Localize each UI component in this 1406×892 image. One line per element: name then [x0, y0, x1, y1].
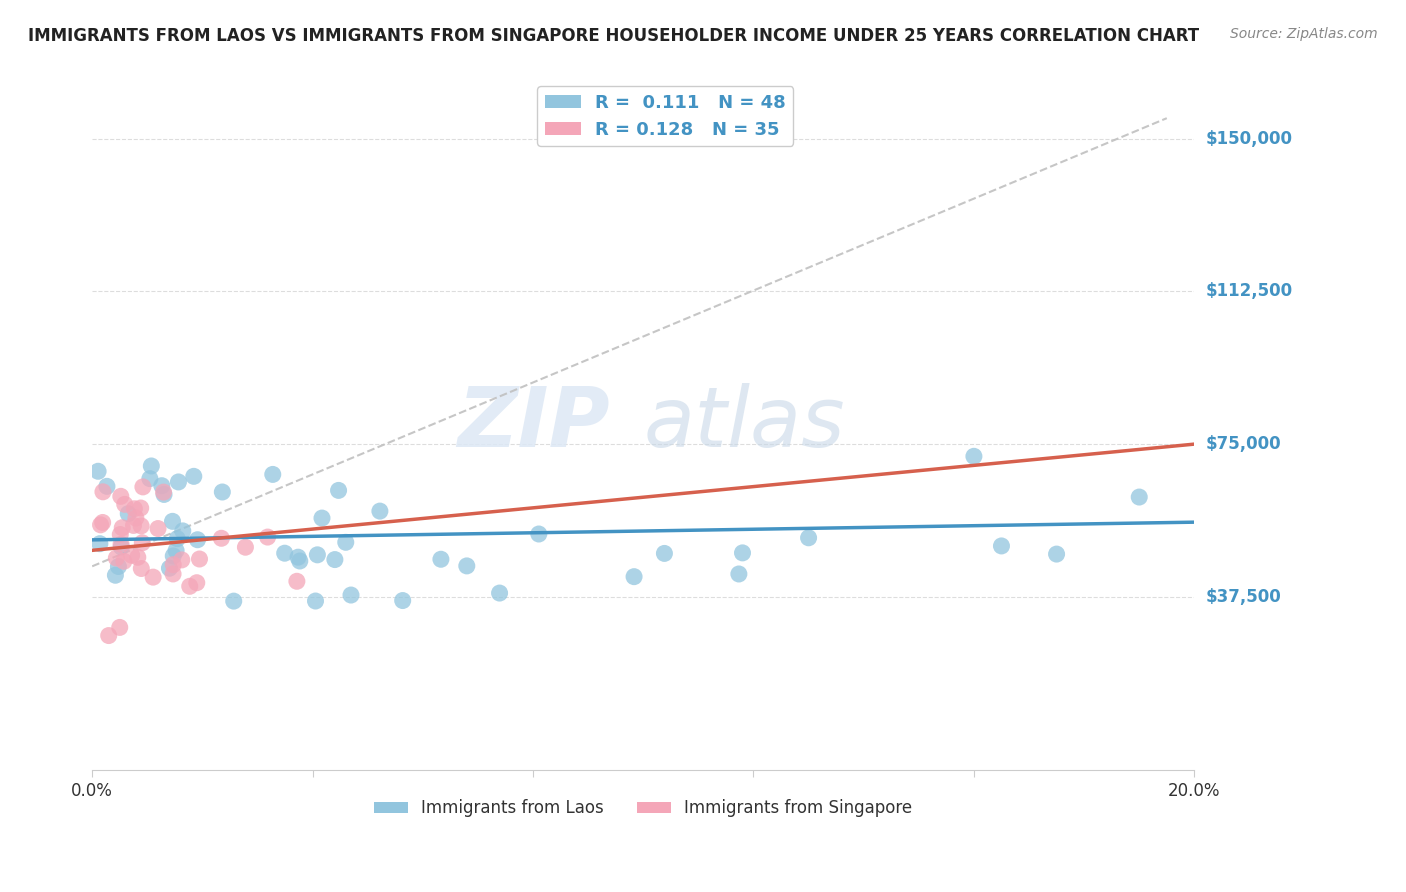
- Point: [110, 489, 132, 503]
- Point: [222, 594, 245, 608]
- Point: [391, 593, 413, 607]
- Point: [132, 480, 155, 494]
- Point: [728, 566, 751, 581]
- Point: [456, 558, 478, 573]
- Point: [654, 546, 676, 560]
- Legend: Immigrants from Laos, Immigrants from Singapore: Immigrants from Laos, Immigrants from Si…: [368, 793, 918, 824]
- Point: [162, 514, 184, 528]
- Point: [488, 586, 510, 600]
- Point: [167, 475, 190, 489]
- Point: [288, 554, 311, 568]
- Point: [209, 531, 232, 545]
- Point: [731, 546, 754, 560]
- Point: [129, 519, 152, 533]
- Point: [127, 550, 149, 565]
- Point: [527, 527, 550, 541]
- Point: [990, 539, 1012, 553]
- Point: [335, 535, 357, 549]
- Text: $37,500: $37,500: [1205, 588, 1281, 606]
- Point: [146, 522, 169, 536]
- Point: [97, 629, 120, 643]
- Point: [307, 548, 329, 562]
- Point: [262, 467, 284, 482]
- Point: [170, 553, 193, 567]
- Point: [797, 531, 820, 545]
- Point: [186, 533, 208, 547]
- Point: [117, 507, 139, 521]
- Point: [162, 558, 184, 572]
- Point: [256, 530, 278, 544]
- Point: [108, 620, 131, 634]
- Point: [87, 464, 110, 478]
- Point: [110, 540, 132, 554]
- Point: [188, 552, 211, 566]
- Point: [153, 487, 176, 501]
- Point: [131, 536, 153, 550]
- Point: [141, 458, 163, 473]
- Point: [162, 566, 184, 581]
- Point: [273, 546, 295, 560]
- Point: [179, 579, 201, 593]
- Point: [122, 518, 145, 533]
- Point: [96, 479, 118, 493]
- Point: [111, 521, 134, 535]
- Point: [142, 570, 165, 584]
- Point: [1128, 490, 1150, 504]
- Point: [368, 504, 391, 518]
- Point: [304, 594, 326, 608]
- Text: IMMIGRANTS FROM LAOS VS IMMIGRANTS FROM SINGAPORE HOUSEHOLDER INCOME UNDER 25 YE: IMMIGRANTS FROM LAOS VS IMMIGRANTS FROM …: [28, 27, 1199, 45]
- Point: [112, 554, 135, 568]
- Point: [150, 479, 173, 493]
- Point: [139, 472, 162, 486]
- Point: [623, 569, 645, 583]
- Point: [186, 575, 208, 590]
- Point: [152, 485, 174, 500]
- Text: Source: ZipAtlas.com: Source: ZipAtlas.com: [1230, 27, 1378, 41]
- Text: $75,000: $75,000: [1205, 435, 1281, 453]
- Point: [131, 561, 153, 575]
- Point: [159, 561, 181, 575]
- Point: [91, 484, 114, 499]
- Point: [114, 497, 136, 511]
- Point: [121, 548, 143, 562]
- Point: [104, 568, 127, 582]
- Point: [129, 501, 152, 516]
- Point: [328, 483, 350, 498]
- Point: [166, 532, 188, 546]
- Point: [125, 511, 148, 525]
- Text: ZIP: ZIP: [457, 384, 610, 464]
- Point: [165, 543, 187, 558]
- Point: [285, 574, 308, 589]
- Point: [1045, 547, 1067, 561]
- Point: [89, 537, 111, 551]
- Point: [110, 527, 132, 541]
- Point: [172, 524, 194, 538]
- Point: [323, 552, 346, 566]
- Point: [211, 485, 233, 500]
- Point: [287, 550, 309, 565]
- Point: [183, 469, 205, 483]
- Text: $112,500: $112,500: [1205, 283, 1292, 301]
- Point: [91, 516, 114, 530]
- Point: [162, 549, 184, 563]
- Point: [105, 551, 128, 566]
- Point: [90, 517, 112, 532]
- Point: [235, 540, 257, 554]
- Point: [107, 559, 129, 574]
- Point: [110, 537, 132, 551]
- Text: $150,000: $150,000: [1205, 129, 1292, 147]
- Text: atlas: atlas: [644, 384, 845, 464]
- Point: [340, 588, 363, 602]
- Point: [963, 450, 986, 464]
- Point: [124, 501, 146, 516]
- Point: [430, 552, 453, 566]
- Point: [311, 511, 333, 525]
